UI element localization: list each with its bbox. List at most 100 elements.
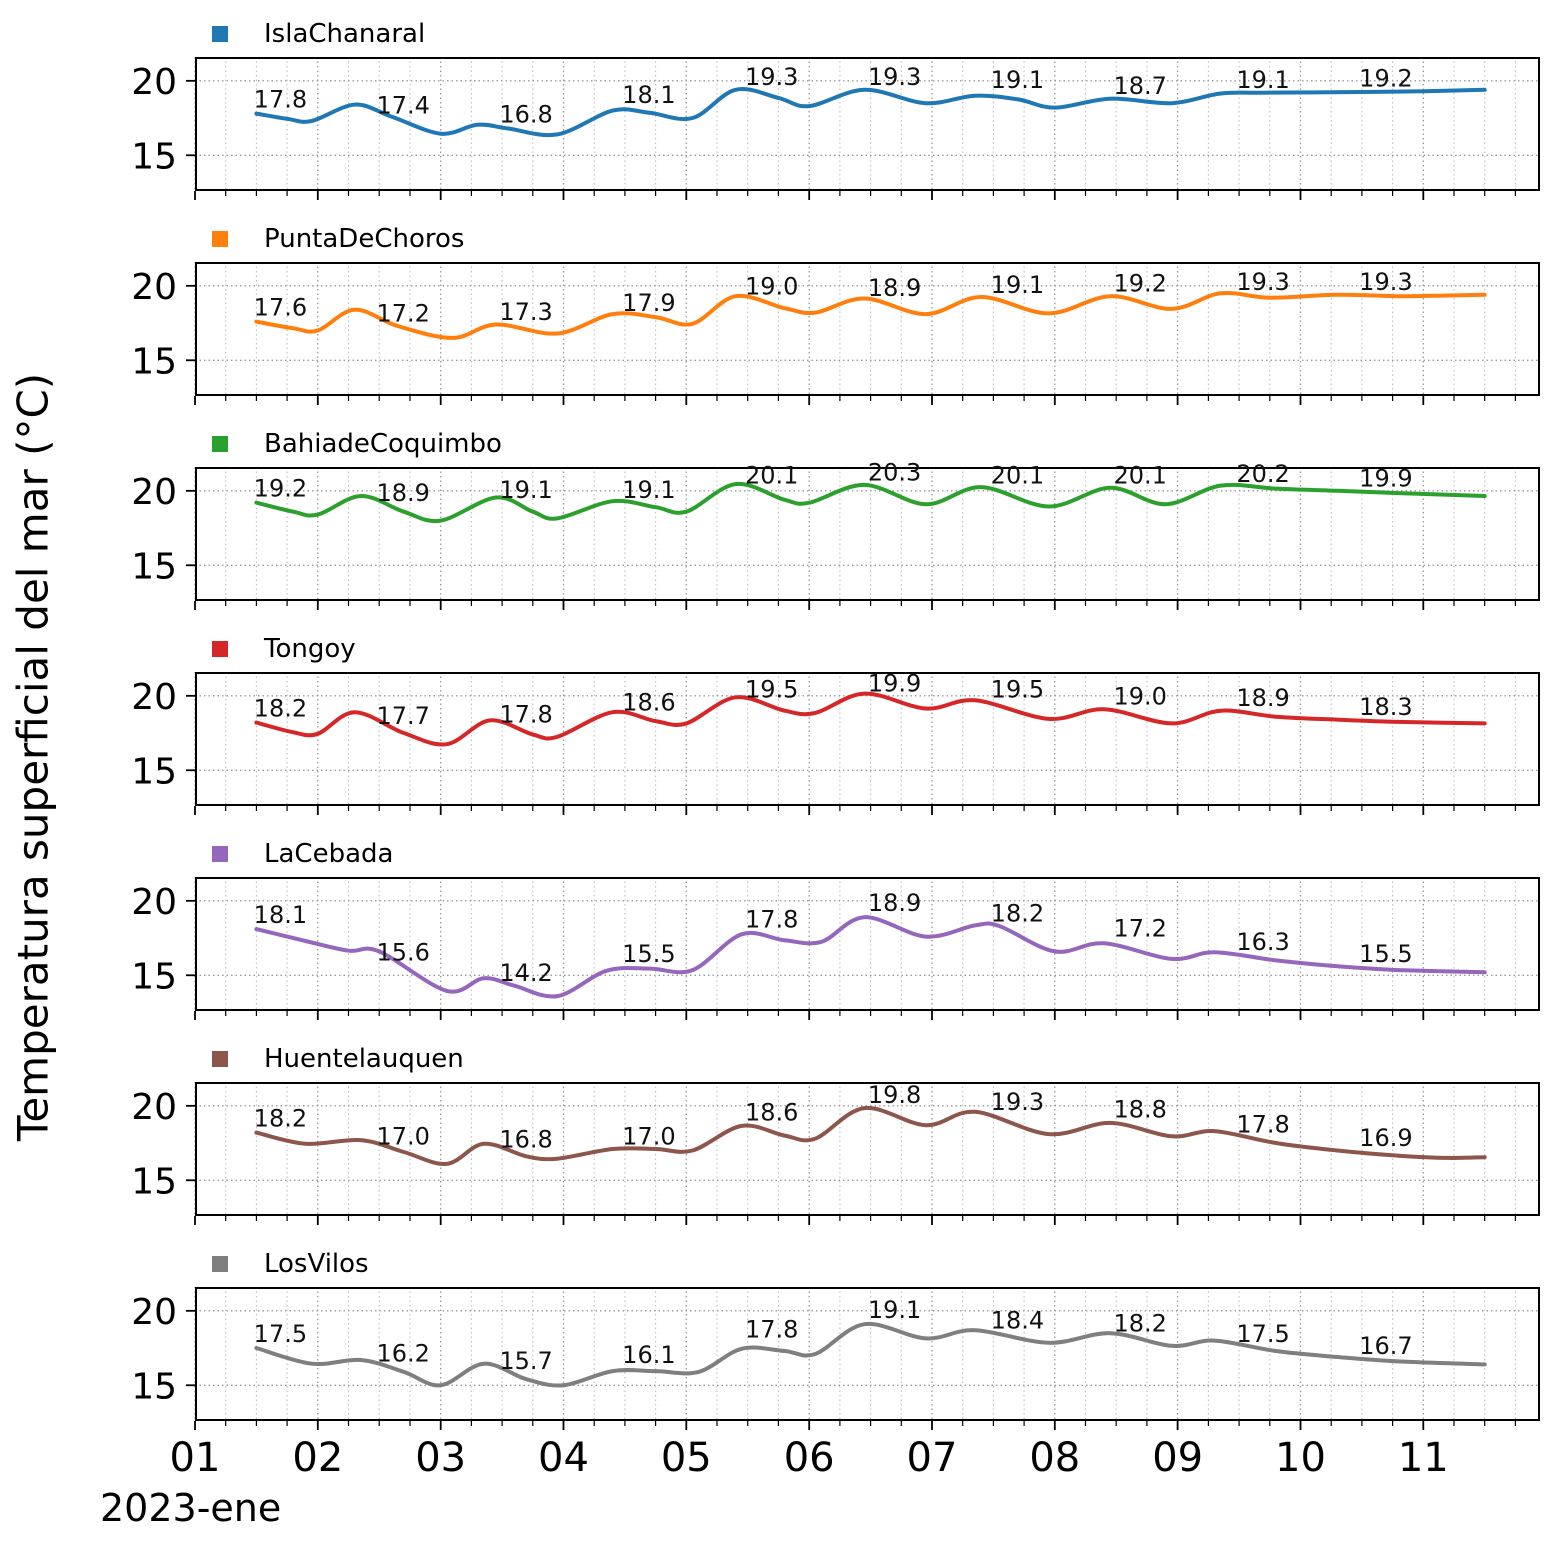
subplot-huentelauquen: 20 15 18.2 17.0 16.8 17.0 18.6 19.8 19.3 18.8 17.8… — [131, 1081, 1540, 1225]
data-label: 17.2 — [1113, 915, 1166, 943]
data-label: 18.2 — [254, 1105, 307, 1133]
data-label: 19.3 — [991, 1088, 1044, 1116]
data-label: 18.6 — [622, 689, 675, 717]
legend-marker-icon — [212, 231, 228, 247]
data-label: 19.1 — [991, 66, 1044, 94]
series-line-losvilos — [254, 1321, 1487, 1388]
y-tick-label: 20 — [131, 62, 177, 103]
data-label: 14.2 — [499, 959, 552, 987]
legend-marker-icon — [212, 846, 228, 862]
data-label: 18.8 — [1113, 1096, 1166, 1124]
data-label: 19.1 — [1236, 66, 1289, 94]
x-tick-label: 01 — [169, 1435, 221, 1481]
data-label: 16.8 — [499, 101, 552, 129]
data-label: 19.0 — [1113, 683, 1166, 711]
data-label: 18.7 — [1113, 72, 1166, 100]
y-tick-label: 15 — [131, 1366, 177, 1407]
data-label: 16.9 — [1359, 1124, 1412, 1152]
legend-islachanaral: IslaChanaral — [212, 19, 425, 49]
legend-huentelauquen: Huentelauquen — [212, 1044, 464, 1074]
data-label: 15.6 — [376, 938, 429, 966]
data-label: 18.9 — [376, 479, 429, 507]
y-tick-label: 15 — [131, 341, 177, 382]
data-label: 17.7 — [376, 702, 429, 730]
x-tick-label: 08 — [1029, 1435, 1081, 1481]
data-label: 17.0 — [622, 1123, 675, 1151]
y-tick-label: 15 — [131, 1161, 177, 1202]
y-tick-label: 15 — [131, 956, 177, 997]
data-label: 19.3 — [1236, 268, 1289, 296]
data-label: 17.9 — [622, 289, 675, 317]
data-label: 19.1 — [991, 271, 1044, 299]
data-label: 15.5 — [622, 940, 675, 968]
legend-lacebada: LaCebada — [212, 839, 393, 869]
data-label: 17.5 — [254, 1320, 307, 1348]
data-label: 17.0 — [376, 1123, 429, 1151]
data-label: 19.1 — [868, 1296, 921, 1324]
data-label: 20.1 — [745, 461, 798, 489]
data-label: 19.3 — [745, 63, 798, 91]
data-label: 16.8 — [499, 1126, 552, 1154]
legend-label: IslaChanaral — [264, 19, 426, 49]
data-label: 16.2 — [376, 1339, 429, 1367]
data-label: 19.9 — [1359, 464, 1412, 492]
legend-label: LaCebada — [264, 839, 394, 869]
subplot-puntadechoros: 20 15 17.6 17.2 17.3 17.9 19.0 18.9 19.1 19.2 19.3… — [131, 262, 1540, 405]
data-label: 19.5 — [991, 675, 1044, 703]
data-label: 20.1 — [1113, 461, 1166, 489]
data-label: 20.1 — [991, 461, 1044, 489]
data-label: 17.8 — [745, 906, 798, 934]
legend-label: PuntaDeChoros — [264, 224, 465, 254]
data-label: 18.6 — [745, 1099, 798, 1127]
subplot-losvilos: 20 15 17.5 16.2 15.7 16.1 17.8 19.1 18.4 18.2 17.5… — [131, 1287, 1540, 1430]
data-label: 17.4 — [376, 92, 429, 120]
data-label: 15.5 — [1359, 940, 1412, 968]
legend-tongoy: Tongoy — [212, 634, 356, 664]
y-tick-label: 15 — [131, 546, 177, 587]
y-tick-label: 20 — [131, 267, 177, 308]
data-label: 17.6 — [254, 294, 307, 322]
legend-losvilos: LosVilos — [212, 1249, 369, 1279]
data-label: 18.9 — [1236, 684, 1289, 712]
y-tick-label: 15 — [131, 136, 177, 177]
data-label: 19.8 — [868, 1081, 921, 1109]
legend-marker-icon — [212, 436, 228, 452]
data-label: 20.2 — [1236, 460, 1289, 488]
legend-marker-icon — [212, 1256, 228, 1272]
data-label: 16.1 — [622, 1341, 675, 1369]
series-line-huentelauquen — [254, 1106, 1487, 1166]
x-tick-label: 05 — [660, 1435, 712, 1481]
data-label: 17.8 — [745, 1316, 798, 1344]
x-tick-label: 10 — [1275, 1435, 1326, 1481]
data-label: 19.3 — [1359, 268, 1412, 296]
data-label: 18.2 — [991, 900, 1044, 928]
data-label: 19.9 — [868, 669, 921, 697]
data-label: 17.8 — [499, 701, 552, 729]
legend-label: BahiadeCoquimbo — [264, 429, 502, 459]
legend-marker-icon — [212, 26, 228, 42]
data-label: 18.2 — [1113, 1310, 1166, 1338]
y-tick-label: 15 — [131, 751, 177, 792]
legend-marker-icon — [212, 1051, 228, 1067]
data-label: 19.2 — [1359, 65, 1412, 93]
data-label: 18.9 — [868, 889, 921, 917]
x-tick-label: 11 — [1397, 1435, 1449, 1481]
y-tick-label: 20 — [131, 1087, 177, 1128]
data-label: 18.1 — [254, 901, 307, 929]
subplot-islachanaral: 20 15 17.8 17.4 16.8 18.1 19.3 19.3 19.1 18.7 19.1… — [131, 57, 1540, 200]
data-label: 17.8 — [254, 86, 307, 114]
x-tick-label: 03 — [415, 1435, 467, 1481]
legend-label: Tongoy — [264, 634, 356, 664]
data-label: 19.3 — [868, 63, 921, 91]
series-line-puntadechoros — [254, 290, 1487, 340]
data-label: 17.5 — [1236, 1320, 1289, 1348]
x-axis-date-label: 2023-ene — [100, 1486, 282, 1530]
data-label: 18.2 — [254, 695, 307, 723]
data-label: 16.3 — [1236, 928, 1289, 956]
data-label: 17.8 — [1236, 1111, 1289, 1139]
legend-bahiadecoquimbo: BahiadeCoquimbo — [212, 429, 502, 459]
series-line-lacebada — [254, 915, 1487, 999]
x-tick-label: 02 — [292, 1435, 344, 1481]
data-label: 19.1 — [622, 476, 675, 504]
x-tick-label: 06 — [783, 1435, 835, 1481]
